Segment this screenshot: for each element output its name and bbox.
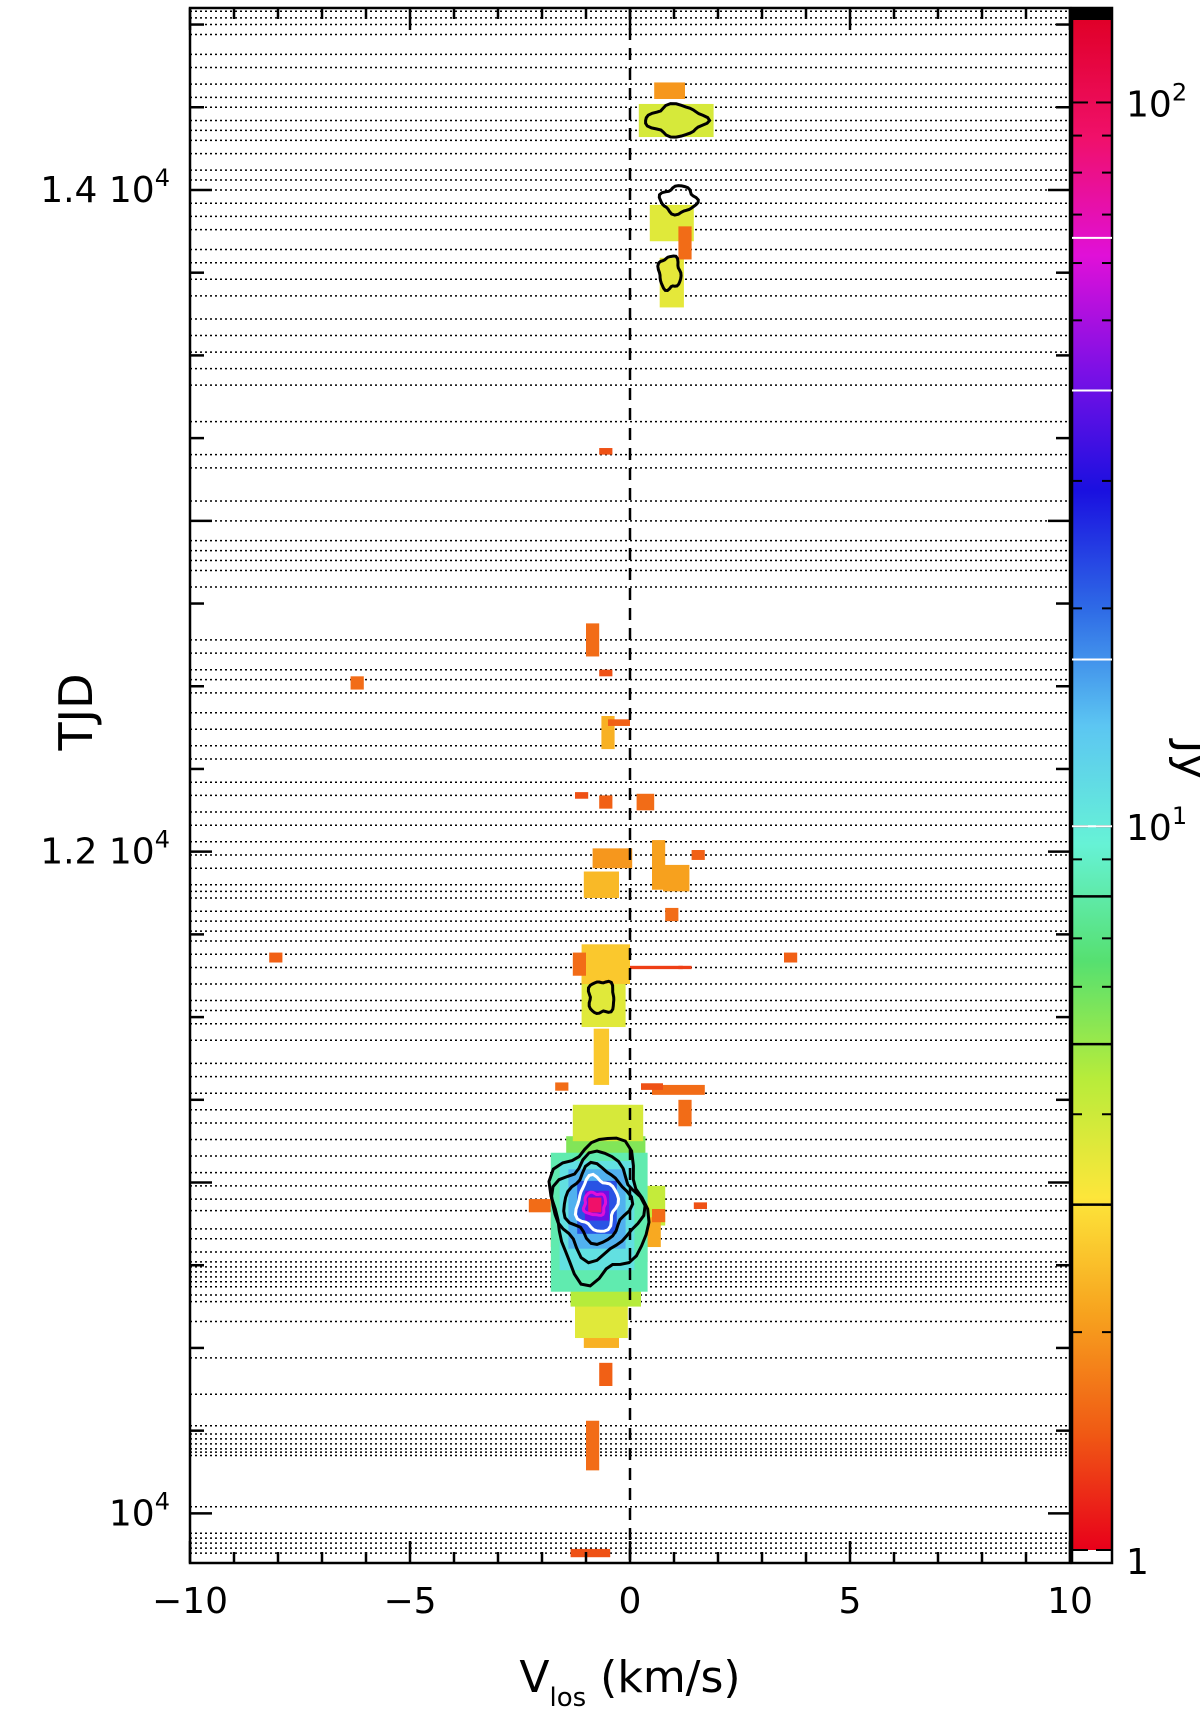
heatmap-cell	[593, 1028, 610, 1085]
heatmap-cell	[608, 719, 630, 726]
x-tick-label: −10	[152, 1581, 228, 1622]
heatmap-cell	[630, 0, 652, 5]
heatmap-cell	[630, 965, 683, 970]
heatmap-cell	[599, 448, 613, 455]
colorbar-tick-label-exp: 1	[1172, 802, 1187, 830]
heatmap-cell	[784, 952, 798, 963]
heatmap-cell	[575, 1304, 628, 1339]
colorbar-tick-label-exp: 2	[1172, 78, 1187, 106]
heatmap-cell	[572, 1104, 644, 1142]
heatmap-cell	[583, 871, 619, 898]
heatmap-cell	[586, 1420, 600, 1471]
heatmap-cell	[652, 840, 666, 890]
y-tick-label-exp: 4	[155, 164, 170, 192]
x-axis-title-sub: los	[550, 1683, 587, 1713]
heatmap-cell	[691, 850, 705, 860]
heatmap-cell	[665, 907, 679, 922]
colorbar-tick-label: 102	[1126, 78, 1187, 125]
contour-line	[657, 184, 700, 217]
heatmap-cell	[592, 848, 633, 869]
heatmap-cell	[599, 1362, 613, 1386]
heatmap-cell	[588, 1197, 602, 1213]
heatmap-cell	[665, 0, 678, 5]
heatmap-cell	[652, 1208, 666, 1223]
colorbar-fill	[1072, 20, 1112, 1550]
contour-line	[644, 102, 712, 139]
heatmap-cell	[652, 1084, 705, 1095]
heatmap-cell	[575, 792, 589, 799]
colorbar-frame	[1070, 6, 1114, 1565]
contour-line	[586, 979, 616, 1016]
heatmap-cell	[528, 1199, 551, 1213]
heatmap-cell	[678, 965, 692, 970]
heatmap-cells	[269, 0, 798, 1558]
heatmap-cell	[581, 944, 630, 985]
x-axis-title-main: V	[519, 1652, 549, 1703]
heatmap-cell	[636, 793, 655, 811]
heatmap-cell	[555, 1082, 569, 1091]
x-tick-label: 5	[839, 1581, 862, 1622]
x-tick-label: 0	[619, 1581, 642, 1622]
heatmap-cell	[572, 952, 586, 976]
heatmap-cell	[570, 1548, 611, 1558]
x-axis-ticks: −10 −5 0 5 10	[152, 8, 1093, 1622]
colorbar-top-cap	[1072, 8, 1112, 20]
heatmap-cell	[678, 226, 692, 260]
heatmap-cell	[599, 795, 613, 809]
x-tick-label: −5	[383, 1581, 436, 1622]
contour-line	[581, 1190, 608, 1217]
colorbar-tick-label: 101	[1126, 802, 1187, 849]
contour-line	[562, 1160, 635, 1246]
contour-line	[656, 254, 683, 293]
heatmap-cell	[269, 952, 283, 963]
contour-line	[573, 1172, 621, 1233]
contour-line	[550, 1149, 647, 1265]
colorbar-title: Jy	[1167, 737, 1200, 779]
y-tick-label-base: 10	[109, 1493, 155, 1534]
heatmap-cell	[663, 864, 690, 892]
y-tick-label: 1.2 104	[40, 826, 170, 873]
colorbar-tick-label: 1	[1126, 1542, 1149, 1583]
x-axis-title-rest: (km/s)	[586, 1652, 740, 1703]
heatmap-cell	[693, 1202, 707, 1209]
y-tick-label-base: 1.4 10	[40, 170, 155, 211]
y-tick-label: 1.4 104	[40, 164, 170, 211]
y-tick-label-base: 1.2 10	[40, 832, 155, 873]
colorbar-tick-label-base: 1	[1126, 1542, 1149, 1583]
contour-lines	[547, 102, 712, 1288]
heatmap-cell	[586, 623, 600, 657]
y-tick-label: 104	[109, 1487, 170, 1534]
heatmap-cell	[678, 1099, 692, 1127]
heatmap-cell	[641, 1083, 663, 1090]
x-axis-title: Vlos (km/s)	[519, 1652, 740, 1713]
y-tick-label-exp: 4	[155, 826, 170, 854]
heatmap-cell	[599, 669, 613, 677]
y-axis-title: TJD	[49, 673, 103, 751]
heatmap-cell	[638, 103, 714, 138]
y-tick-label-exp: 4	[155, 1487, 170, 1515]
colorbar-tick-label-base: 10	[1126, 84, 1172, 125]
colorbar-tick-label-base: 10	[1126, 808, 1172, 849]
heatmap-cell	[350, 676, 364, 690]
x-tick-label: 10	[1047, 1581, 1093, 1622]
heatmap-cell	[654, 82, 685, 99]
